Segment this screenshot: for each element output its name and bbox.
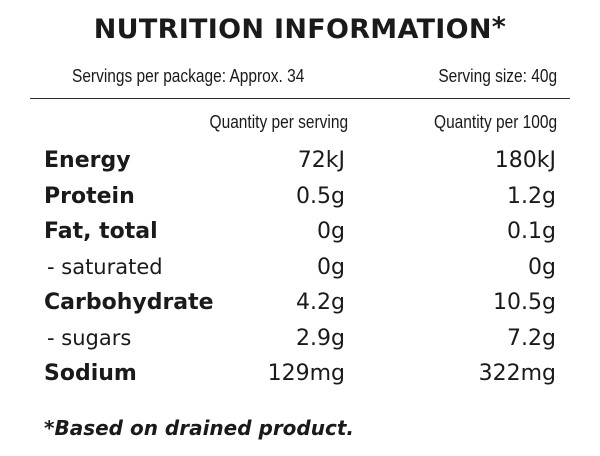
per-serving-value: 0.5g [296, 183, 345, 209]
header-divider [30, 98, 570, 99]
nutrient-table: Energy 72kJ 180kJ Protein 0.5g 1.2g Fat,… [0, 148, 600, 397]
per-100g-value: 322mg [478, 361, 556, 386]
footnote: *Based on drained product. [44, 416, 354, 440]
per-serving-value: 0g [317, 219, 345, 244]
panel-title: NUTRITION INFORMATION* [0, 12, 600, 45]
servings-per-package: Servings per package: Approx. 34 [72, 66, 305, 86]
column-header-per-100g: Quantity per 100g [433, 112, 557, 132]
per-serving-value: 2.9g [296, 325, 345, 351]
nutrient-name: - sugars [47, 325, 132, 350]
nutrient-row-fat-total: Fat, total 0g 0.1g [0, 219, 600, 255]
nutrient-name: Protein [44, 183, 135, 209]
nutrient-row-protein: Protein 0.5g 1.2g [0, 184, 600, 220]
per-100g-value: 180kJ [494, 148, 556, 173]
title-text: NUTRITION INFORMATION [93, 14, 492, 45]
per-serving-value: 72kJ [297, 148, 345, 173]
per-serving-value: 0g [317, 254, 345, 280]
nutrient-row-saturated: - saturated 0g 0g [0, 255, 600, 291]
serving-size: Serving size: 40g [438, 66, 557, 86]
nutrient-name: - saturated [47, 254, 163, 279]
per-serving-value: 4.2g [296, 290, 345, 315]
nutrient-row-sugars: - sugars 2.9g 7.2g [0, 326, 600, 362]
nutrient-name: Energy [44, 148, 131, 173]
nutrient-row-energy: Energy 72kJ 180kJ [0, 148, 600, 184]
per-100g-value: 1.2g [507, 183, 556, 209]
per-100g-value: 0g [528, 254, 556, 280]
nutrient-name: Sodium [44, 361, 137, 386]
column-header-per-serving: Quantity per serving [209, 112, 348, 132]
per-100g-value: 7.2g [507, 325, 556, 351]
title-asterisk: * [491, 12, 507, 43]
per-serving-value: 129mg [267, 361, 345, 386]
nutrient-name: Fat, total [44, 219, 158, 244]
nutrient-name: Carbohydrate [44, 290, 214, 315]
per-100g-value: 0.1g [507, 219, 556, 244]
per-100g-value: 10.5g [493, 290, 556, 315]
nutrient-row-sodium: Sodium 129mg 322mg [0, 361, 600, 397]
nutrient-row-carbohydrate: Carbohydrate 4.2g 10.5g [0, 290, 600, 326]
